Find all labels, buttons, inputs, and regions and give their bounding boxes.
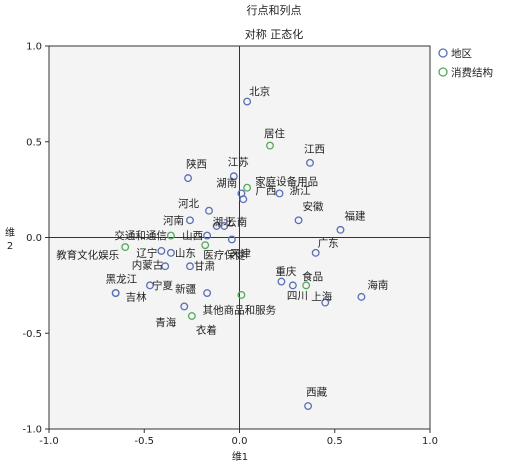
point-label: 青海 — [155, 316, 176, 329]
data-point-甘肃 — [186, 262, 194, 271]
data-point-辽宁 — [157, 246, 166, 255]
data-point-吉林 — [111, 289, 120, 297]
x-tick-label: 0.0 — [232, 436, 248, 447]
point-label: 甘肃 — [194, 260, 215, 273]
data-point-衣着 — [187, 312, 196, 320]
point-label: 天津 — [230, 248, 251, 260]
point-label: 交通和通信 — [114, 229, 167, 242]
legend-marker — [438, 67, 448, 77]
y-tick-label: -1.0 — [22, 425, 42, 436]
y-tick-label: -0.5 — [22, 329, 42, 340]
data-point-河北 — [205, 206, 213, 215]
point-label: 食品 — [302, 270, 323, 283]
point-label: 教育文化娱乐 — [56, 249, 119, 262]
point-label: 海南 — [367, 278, 388, 291]
y-tick-label: 1.0 — [26, 42, 42, 53]
data-point-家庭设备用品 — [243, 183, 252, 192]
point-label: 山西 — [182, 230, 203, 242]
x-axis-label: 维1 — [232, 450, 248, 463]
data-point-江西 — [306, 158, 314, 167]
x-tick-label: 0.5 — [327, 436, 343, 447]
series-regions: 北京江西陕西 江苏广西 浙江湖南河北 安徽福建河南 湖北云南山西天津广东辽宁 山东内蒙古甘… — [106, 85, 388, 410]
data-point-青海 — [180, 302, 189, 311]
x-tick-label: -0.5 — [134, 436, 154, 447]
data-point-新疆 — [203, 289, 212, 297]
data-point-西藏 — [304, 402, 313, 410]
point-label: 西藏 — [306, 387, 327, 399]
data-point-教育文化娱乐 — [121, 243, 130, 252]
point-label: 衣着 — [196, 324, 217, 337]
data-point-四川 — [288, 281, 297, 290]
data-point-山西 — [203, 231, 212, 240]
point-label: 医疗保健 — [203, 249, 245, 262]
point-label: 辽宁 — [136, 246, 157, 259]
axis-ticks: -1.0 -0.5 0.0 0.5 1.0 1.0 0.5 0.0 -0.5 -1.0 — [22, 42, 437, 448]
point-label: 陕西 — [186, 158, 207, 171]
point-label: 浙江 — [290, 185, 311, 197]
chart-subtitle: 对称 正态化 — [245, 27, 304, 41]
data-point-北京 — [243, 97, 252, 106]
data-point-内蒙古 — [161, 262, 170, 271]
point-label: 居住 — [264, 127, 285, 140]
data-point-江苏 — [229, 172, 238, 181]
data-point-上海 — [321, 298, 330, 307]
legend-marker — [438, 48, 448, 58]
legend-label: 消费结构 — [451, 66, 493, 79]
point-label: 广东 — [318, 236, 339, 249]
point-label: 其他商品和服务 — [203, 303, 277, 316]
point-label: 湖南 — [216, 177, 237, 190]
data-point-海南 — [357, 292, 366, 301]
data-point-山东 — [166, 248, 175, 257]
legend-label: 地区 — [451, 47, 472, 60]
point-label: 江苏 — [228, 156, 249, 169]
point-label: 山东 — [175, 246, 196, 259]
point-label: 云南 — [226, 216, 247, 229]
x-tick-label: -1.0 — [39, 436, 59, 447]
data-point-福建 — [336, 225, 345, 234]
data-point-天津 — [227, 235, 236, 244]
data-point-其他商品和服务 — [237, 291, 246, 299]
y-tick-label: 0.0 — [26, 233, 42, 244]
point-label: 河北 — [178, 198, 199, 210]
point-label: 北京 — [249, 85, 270, 98]
data-points: 北京江西陕西 江苏广西 浙江湖南河北 安徽福建河南 湖北云南山西天津广东辽宁 山东内蒙古甘… — [56, 85, 388, 410]
point-label: 内蒙古 — [132, 259, 164, 272]
point-label: 上海 — [311, 290, 332, 303]
data-point-云南 — [220, 222, 229, 230]
data-point-湖南 — [239, 195, 248, 204]
point-label: 新疆 — [175, 283, 196, 296]
point-label: 四川 — [287, 290, 308, 302]
data-point-重庆 — [277, 277, 286, 286]
y-tick-label: 0.5 — [26, 137, 42, 148]
point-label: 吉林 — [126, 291, 147, 304]
data-point-广东 — [311, 248, 320, 257]
point-label: 安徽 — [303, 200, 324, 213]
data-point-陕西 — [184, 174, 193, 183]
data-point-湖北 — [212, 222, 221, 230]
point-label: 家庭设备用品 — [255, 175, 318, 188]
point-label: 河南 — [163, 214, 184, 227]
point-label: 福建 — [344, 209, 365, 222]
chart-title: 行点和列点 — [247, 3, 302, 17]
x-tick-label: 1.0 — [422, 436, 438, 447]
data-point-居住 — [266, 141, 274, 150]
data-point-宁夏 — [146, 281, 154, 290]
point-label: 广西 — [255, 185, 276, 197]
point-label: 重庆 — [275, 265, 296, 278]
point-label: 黑龙江 — [106, 273, 138, 286]
point-label: 宁夏 — [152, 279, 173, 292]
point-label: 江西 — [304, 143, 325, 155]
data-point-食品 — [302, 281, 311, 290]
data-point-河南 — [186, 216, 194, 225]
data-point-医疗保健 — [201, 241, 210, 250]
reference-lines — [49, 46, 430, 429]
data-point-交通和通信 — [166, 231, 175, 240]
data-point-浙江 — [275, 189, 284, 198]
data-point-安徽 — [294, 216, 303, 225]
